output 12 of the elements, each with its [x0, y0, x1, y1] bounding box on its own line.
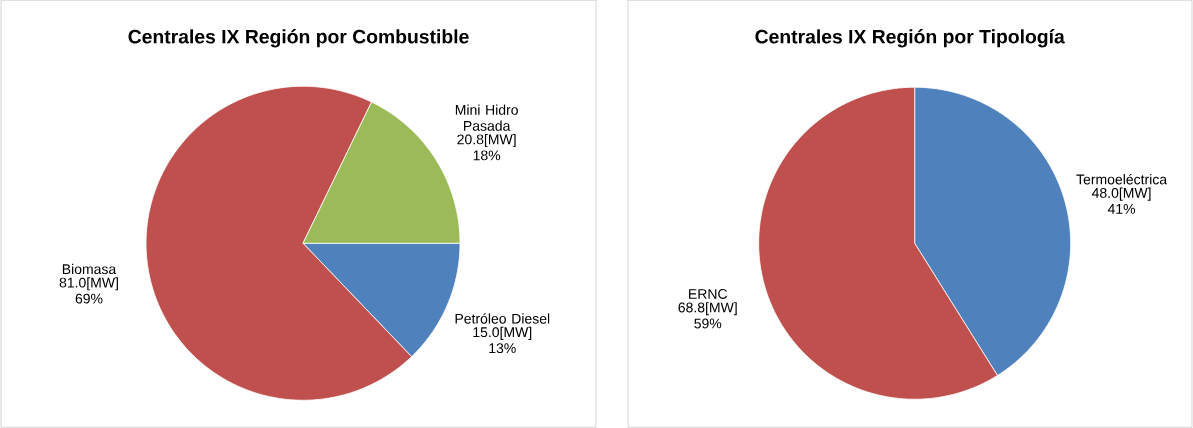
data-label: 15.0[MW] 13% [473, 326, 532, 353]
slice-label: Termoeléctrica [1076, 173, 1168, 185]
chart-title: Centrales IX Región por Tipología [755, 29, 1065, 48]
slice-label: ERNC [689, 288, 728, 299]
data-label: 48.0[MW] 41% [1091, 187, 1151, 214]
slice-label: Biomasa [62, 263, 117, 274]
chart-title: Centrales IX Región por Combustible [128, 29, 469, 48]
data-label: 81.0[MW] 69% [59, 277, 118, 304]
slice-label: Petróleo Diesel [455, 313, 550, 324]
data-label: 20.8[MW] 18% [457, 133, 516, 161]
data-label: 68.8[MW] 59% [678, 302, 737, 329]
slice-label: Mini Hidro Pasada [455, 104, 518, 131]
